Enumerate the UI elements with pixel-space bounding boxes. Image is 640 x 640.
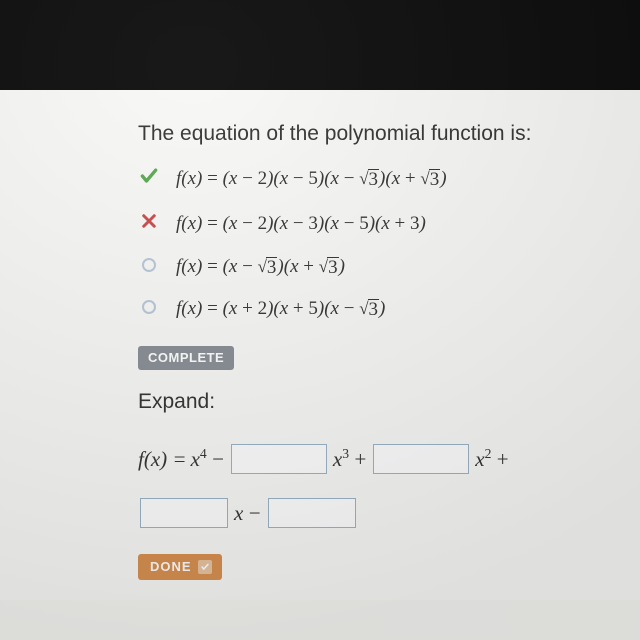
coef-x2-input[interactable] xyxy=(373,444,469,474)
coef-x1-input[interactable] xyxy=(140,498,228,528)
option-unselected[interactable]: f(x) = (x + 2)(x + 5)(x − √3) xyxy=(138,298,620,320)
option-eq: f(x) = (x − 2)(x − 3)(x − 5)(x + 3) xyxy=(176,213,426,235)
constant-input[interactable] xyxy=(268,498,356,528)
question-text: The equation of the polynomial function … xyxy=(138,122,620,146)
option-wrong[interactable]: f(x) = (x − 2)(x − 3)(x − 5)(x + 3) xyxy=(138,212,620,236)
check-icon xyxy=(138,166,160,192)
radio-icon xyxy=(138,298,160,320)
option-eq: f(x) = (x − √3)(x + √3) xyxy=(176,256,345,278)
option-eq: f(x) = (x + 2)(x + 5)(x − √3) xyxy=(176,298,385,320)
radio-icon xyxy=(138,256,160,278)
done-label: DONE xyxy=(150,559,192,574)
expand-label: Expand: xyxy=(138,390,620,414)
complete-button[interactable]: COMPLETE xyxy=(138,346,234,370)
expand-lhs: f(x) = xyxy=(138,436,187,482)
header-bar xyxy=(0,0,640,90)
cross-icon xyxy=(138,212,160,236)
coef-x3-input[interactable] xyxy=(231,444,327,474)
expand-expression: f(x) = x4 − x3 + x2 + x − xyxy=(138,436,620,536)
main-content: The equation of the polynomial function … xyxy=(0,90,640,600)
option-eq: f(x) = (x − 2)(x − 5)(x − √3)(x + √3) xyxy=(176,168,447,190)
option-unselected[interactable]: f(x) = (x − √3)(x + √3) xyxy=(138,256,620,278)
done-button[interactable]: DONE xyxy=(138,554,222,580)
option-correct[interactable]: f(x) = (x − 2)(x − 5)(x − √3)(x + √3) xyxy=(138,166,620,192)
done-check-icon xyxy=(198,560,212,574)
